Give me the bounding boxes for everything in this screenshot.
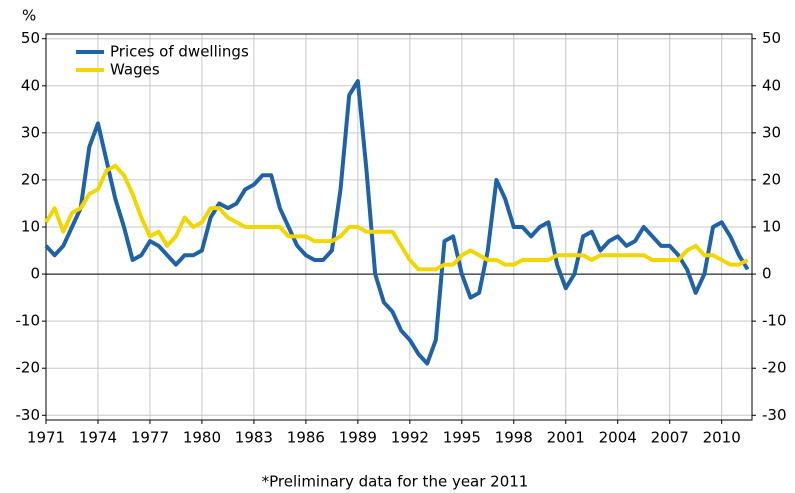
y-tick-label: 20 <box>21 170 40 188</box>
y-axis-label: % <box>22 7 36 25</box>
y-tick-label: 30 <box>21 123 40 141</box>
legend-label: Prices of dwellings <box>110 43 249 61</box>
y-tick-label: -30 <box>16 406 41 424</box>
y2-tick-label: 40 <box>762 76 781 94</box>
series-line <box>44 79 750 366</box>
y-tick-label: -20 <box>16 359 41 377</box>
x-tick-label: 1998 <box>495 429 533 447</box>
y2-tick-label: 30 <box>762 123 781 141</box>
x-tick-label: 2007 <box>651 429 689 447</box>
plot-frame <box>45 33 753 421</box>
x-tick-label: 1986 <box>287 429 325 447</box>
y2-tick-label: -30 <box>762 406 787 424</box>
x-tick-label: 1983 <box>235 429 273 447</box>
x-tick-label: 1992 <box>391 429 429 447</box>
legend-label: Wages <box>110 61 160 79</box>
y2-tick-label: -10 <box>762 312 787 330</box>
y2-tick-label: 20 <box>762 170 781 188</box>
x-tick-label: 1974 <box>79 429 117 447</box>
x-tick-label: 2004 <box>599 429 637 447</box>
x-tick-label: 1980 <box>183 429 221 447</box>
y-tick-label: 10 <box>21 218 40 236</box>
x-tick-label: 1989 <box>339 429 377 447</box>
y-tick-label: 50 <box>21 29 40 47</box>
footnote: *Preliminary data for the year 2011 <box>262 473 529 491</box>
x-tick-label: 1995 <box>443 429 481 447</box>
y2-tick-label: 0 <box>762 265 772 283</box>
x-tick-label: 2010 <box>703 429 741 447</box>
y2-tick-label: 10 <box>762 218 781 236</box>
series-line <box>44 163 749 272</box>
y-tick-label: 40 <box>21 76 40 94</box>
y2-tick-label: -20 <box>762 359 787 377</box>
x-tick-label: 1977 <box>131 429 169 447</box>
y2-tick-label: 50 <box>762 29 781 47</box>
x-tick-label: 2001 <box>547 429 585 447</box>
y-tick-label: 0 <box>30 265 40 283</box>
x-tick-label: 1971 <box>27 429 65 447</box>
y-tick-label: -10 <box>16 312 41 330</box>
